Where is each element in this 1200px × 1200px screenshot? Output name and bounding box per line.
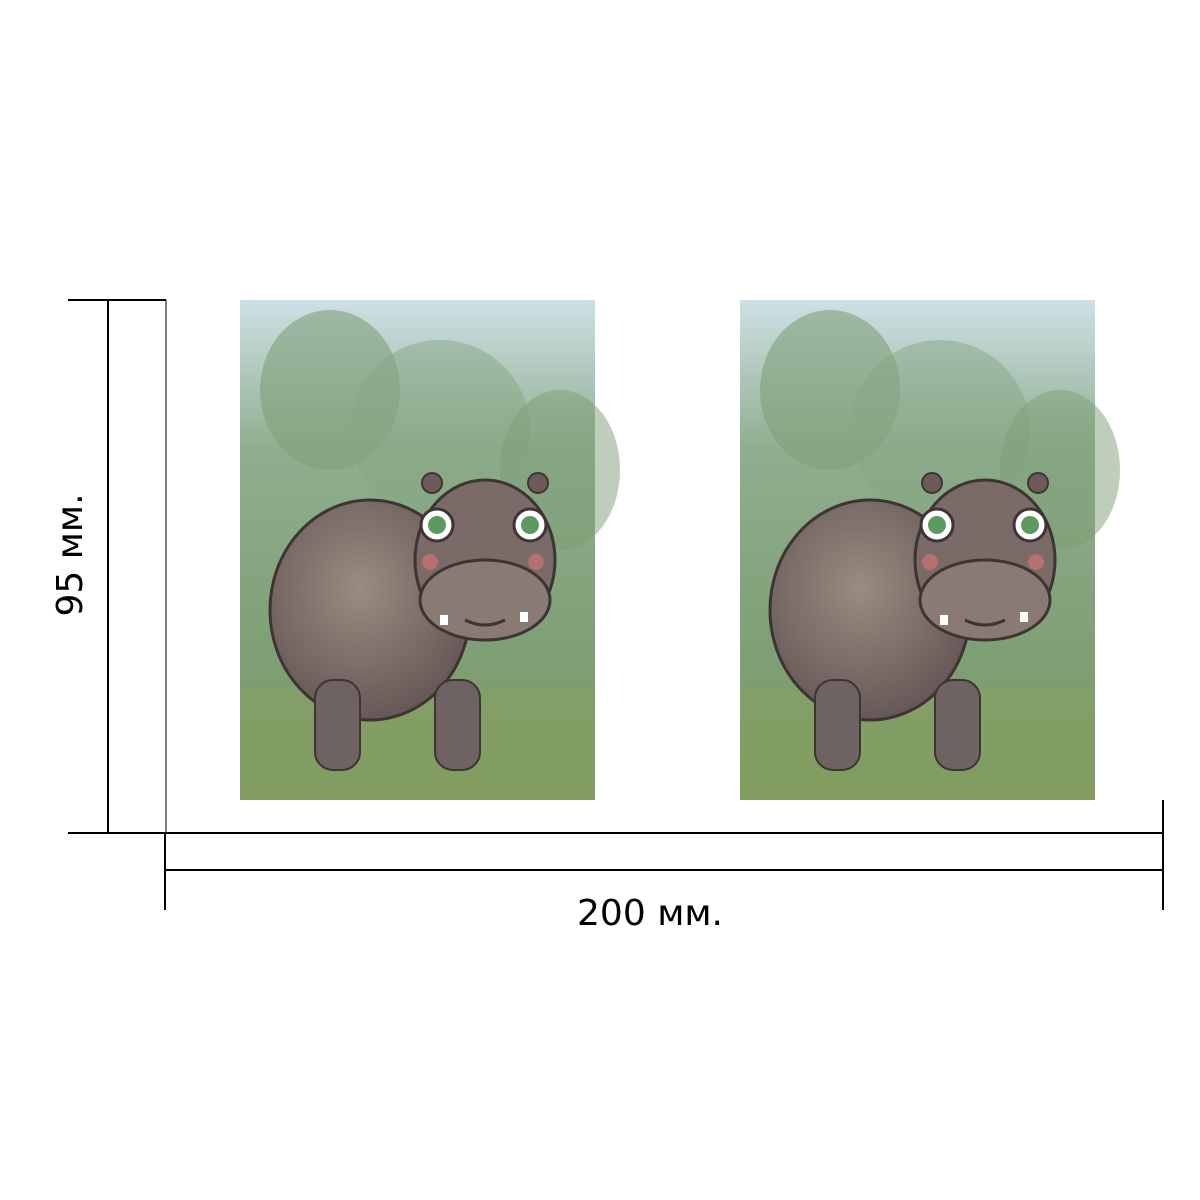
width-label: 200 мм. [577, 893, 723, 934]
height-label: 95 мм. [50, 493, 91, 616]
product-image [238, 298, 622, 802]
width-dimension: 200 мм. [164, 800, 1164, 934]
height-dimension: 95 мм. [50, 299, 167, 834]
product-image [738, 298, 1122, 802]
